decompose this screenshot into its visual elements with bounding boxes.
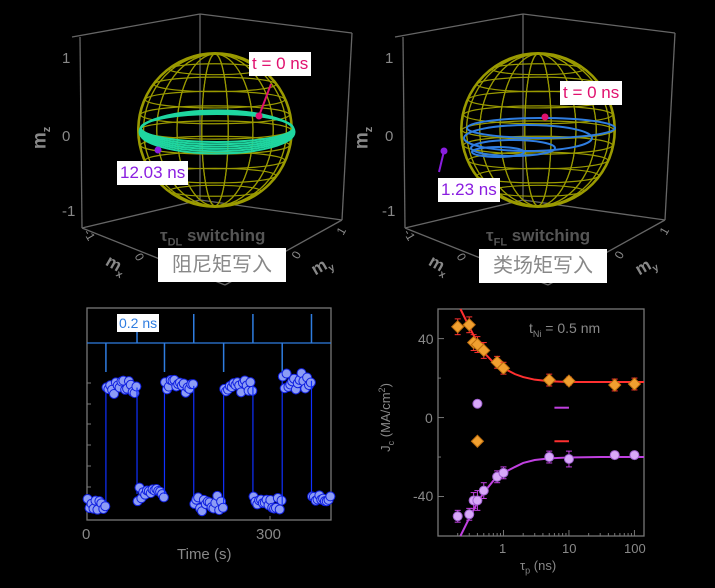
- circle-point: [563, 454, 574, 465]
- start-point: [255, 112, 263, 120]
- data-point: [108, 388, 119, 399]
- box-edge: [341, 32, 353, 221]
- z-tick-1: 1: [62, 50, 71, 67]
- mz-axis-label: mz: [29, 126, 54, 150]
- x-tick-label: 10: [562, 541, 577, 556]
- box-edge: [71, 13, 201, 38]
- circle-point: [472, 398, 483, 409]
- z-tick-1: 1: [385, 50, 394, 67]
- data-point: [218, 502, 229, 513]
- trajectory: [471, 146, 525, 158]
- z-tick-0: 0: [385, 128, 394, 145]
- circle-point: [544, 452, 555, 463]
- end-point: [440, 147, 448, 155]
- z-tick-0: 0: [62, 128, 71, 145]
- data-point: [325, 491, 336, 502]
- x-axis-title: Time (s): [177, 546, 232, 563]
- y-tick-label: -40: [413, 488, 434, 504]
- start-point: [541, 113, 549, 121]
- data-point: [100, 501, 111, 512]
- plot-frame: [437, 308, 645, 537]
- box-edge: [394, 13, 524, 38]
- pulse-width-label: 0.2 ns: [117, 314, 160, 332]
- end-time-tag: 12.03 ns: [117, 161, 189, 185]
- circle-point: [464, 509, 475, 520]
- box-edge: [664, 32, 676, 221]
- circle-point: [452, 511, 463, 522]
- box-edge: [79, 36, 83, 229]
- thickness-annotation: tNi = 0.5 nm: [529, 320, 601, 339]
- mz-axis-label: mz: [351, 126, 376, 150]
- circle-point: [498, 467, 509, 478]
- dl-chinese-caption: 阻尼矩写入: [158, 248, 286, 282]
- fit-curve: [459, 456, 644, 537]
- x-axis-title: τp (ns): [520, 558, 557, 576]
- data-point: [281, 368, 292, 379]
- x-tick-label: 0: [82, 526, 91, 543]
- end-point: [154, 146, 162, 154]
- box-edge: [402, 36, 406, 229]
- y-tick-label: 0: [425, 410, 433, 426]
- circle-point: [629, 450, 640, 461]
- diamond-point: [477, 343, 491, 358]
- box-edge: [199, 13, 353, 34]
- plot-frame: [86, 307, 332, 521]
- diamond-point: [496, 361, 511, 375]
- x-tick-label: 1: [499, 541, 507, 556]
- diamond-point: [627, 377, 642, 391]
- diamond-point: [608, 378, 622, 392]
- diamond-point: [451, 320, 465, 334]
- box-edge: [522, 13, 676, 34]
- data-point: [247, 385, 258, 396]
- diamond-point: [470, 434, 485, 448]
- start-time-tag: t = 0 ns: [249, 52, 312, 76]
- circle-point: [472, 495, 483, 506]
- start-arrow: [258, 83, 272, 117]
- box-edge: [522, 199, 666, 221]
- diamond-point: [562, 374, 576, 388]
- z-tick-minus1: -1: [62, 203, 76, 220]
- data-point: [188, 379, 199, 390]
- diamond-point: [542, 373, 556, 387]
- data-point: [276, 495, 287, 506]
- end-arrow: [438, 150, 445, 173]
- box-edge: [404, 199, 524, 229]
- trajectory: [138, 109, 296, 155]
- z-tick-minus1: -1: [382, 203, 396, 220]
- box-edge: [199, 199, 343, 221]
- circle-point: [478, 485, 489, 496]
- trajectory: [466, 117, 616, 139]
- diamond-point: [462, 318, 476, 332]
- circle-point: [609, 450, 620, 461]
- box-edge: [81, 199, 201, 229]
- y-axis-title: Jc (MA/cm2): [376, 383, 396, 452]
- start-time-tag: t = 0 ns: [560, 81, 623, 105]
- data-point: [131, 381, 142, 392]
- data-point: [305, 377, 316, 388]
- end-time-tag: 1.23 ns: [438, 178, 500, 202]
- x-tick-label: 100: [624, 541, 646, 556]
- x-tick-label: 300: [256, 526, 282, 543]
- sphere-panels: [71, 13, 676, 286]
- fl-switching-title: τFL switching: [486, 226, 591, 249]
- trajectory: [463, 124, 593, 152]
- dl-switching-title: τDL switching: [160, 226, 266, 249]
- fl-chinese-caption: 类场矩写入: [479, 249, 607, 283]
- data-point: [158, 492, 169, 503]
- y-tick-label: 40: [418, 331, 434, 347]
